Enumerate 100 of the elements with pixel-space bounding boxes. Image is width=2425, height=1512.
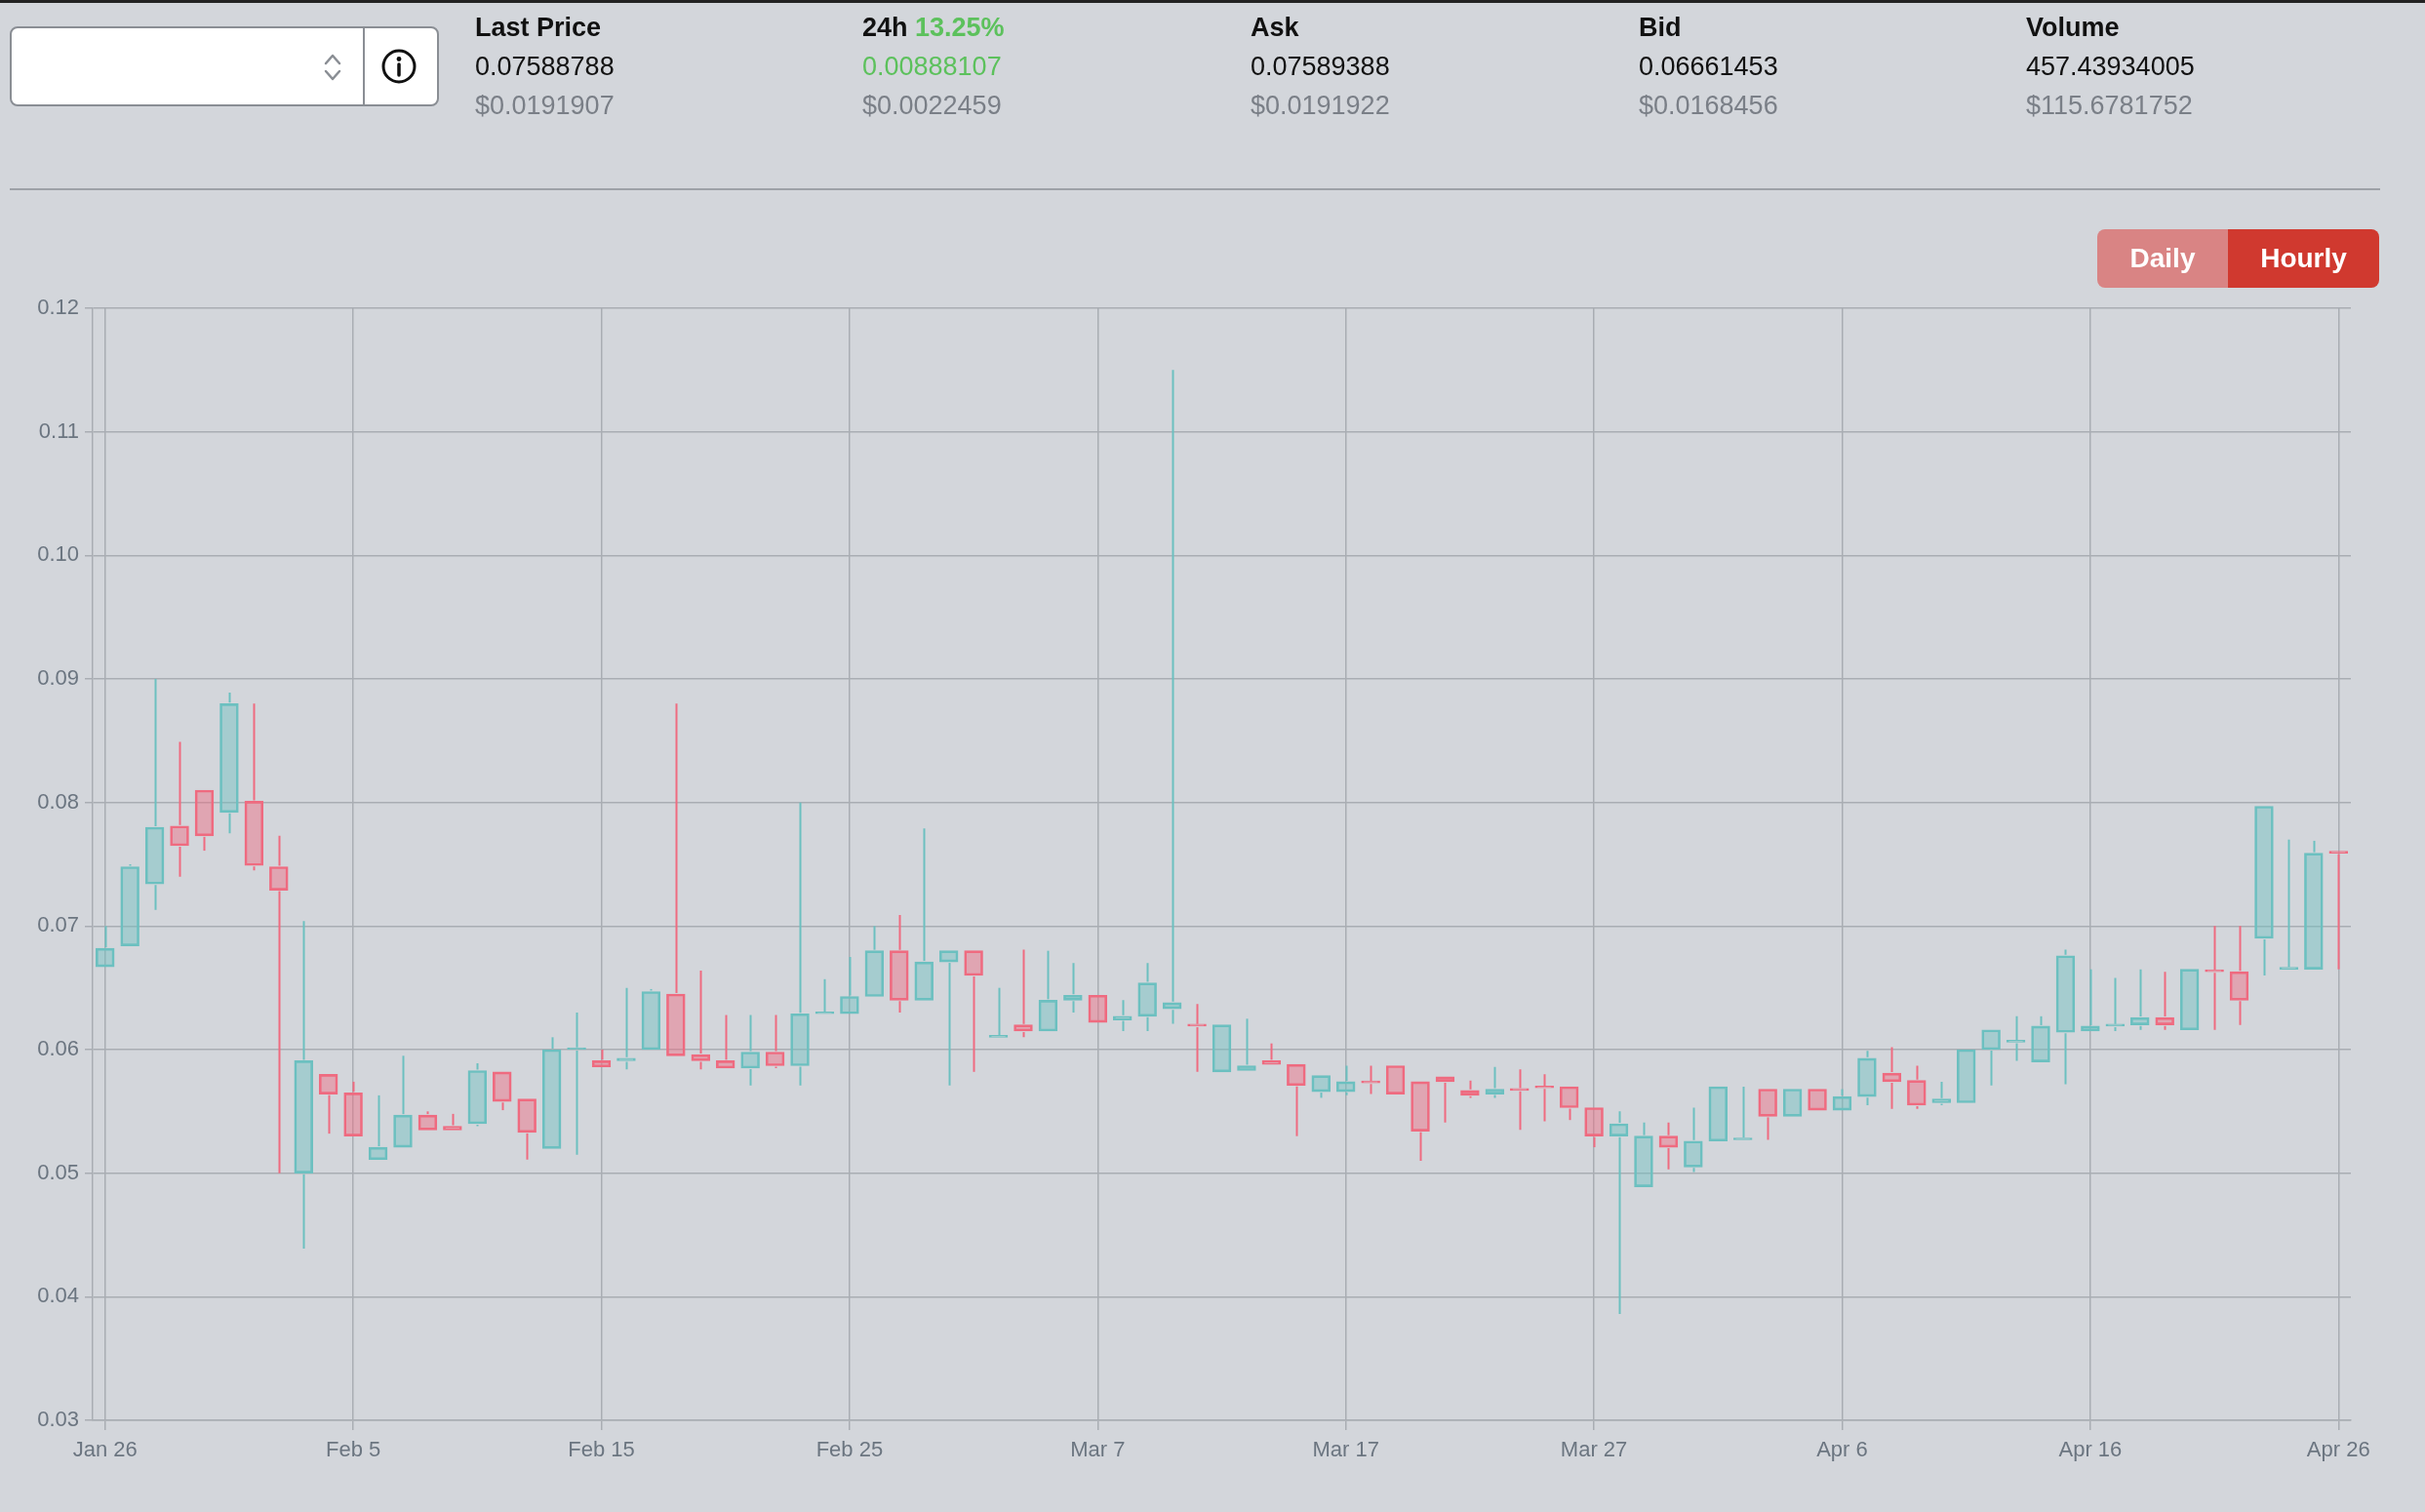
candlestick	[1658, 1121, 1679, 1171]
candlestick	[1385, 1065, 1406, 1094]
candlestick	[2155, 971, 2174, 1031]
candlestick	[541, 1036, 562, 1149]
candlestick	[1956, 1049, 1976, 1103]
candlestick	[2031, 1015, 2050, 1062]
y-tick-label: 0.12	[37, 295, 79, 320]
candlestick	[1857, 1050, 1877, 1106]
candlestick	[1808, 1089, 1827, 1111]
text: Volume	[2026, 12, 2120, 43]
text: $115.6781752	[2026, 90, 2193, 121]
candlestick	[393, 1054, 413, 1148]
candlestick	[790, 801, 810, 1087]
candlestick	[144, 678, 165, 911]
x-tick-label: Feb 15	[568, 1437, 635, 1462]
candlestick	[443, 1112, 462, 1131]
candlestick	[1559, 1086, 1579, 1122]
candlestick	[1907, 1064, 1927, 1110]
text: 457.43934005	[2026, 51, 2195, 82]
candlestick	[691, 969, 711, 1071]
x-tick-label: Mar 17	[1312, 1437, 1379, 1462]
y-tick-label: 0.11	[38, 418, 79, 443]
y-tick-label: 0.09	[37, 665, 79, 691]
candlestick	[219, 691, 239, 835]
candlestick	[1584, 1107, 1604, 1149]
candlestick	[1361, 1064, 1380, 1095]
candlestick	[1832, 1088, 1852, 1111]
candlestick	[95, 925, 115, 968]
text: Daily	[2097, 229, 2228, 288]
candlestick	[1261, 1042, 1282, 1065]
candlestick	[1534, 1073, 1554, 1123]
candlestick	[2229, 925, 2249, 1026]
candlestick	[815, 977, 835, 1015]
candlestick	[2279, 838, 2299, 970]
text: Ask	[1251, 12, 1299, 43]
candlestick	[2055, 948, 2076, 1086]
y-tick-label: 0.10	[37, 541, 79, 567]
text: Bid	[1639, 12, 1682, 43]
candlestick	[467, 1061, 488, 1128]
candlestick	[1162, 369, 1182, 1025]
candlestick	[1684, 1106, 1703, 1174]
candlestick	[318, 1074, 338, 1135]
candlestick	[914, 827, 934, 1001]
candlestick	[1137, 962, 1157, 1032]
x-tick-label: Apr 16	[2058, 1437, 2123, 1462]
candlestick	[890, 913, 909, 1014]
candlestick	[1708, 1086, 1729, 1142]
candlestick	[938, 950, 959, 1087]
candlestick	[666, 702, 686, 1056]
x-tick-label: Mar 7	[1070, 1437, 1126, 1462]
x-tick-label: Jan 26	[72, 1437, 138, 1462]
candlestick	[840, 956, 859, 1015]
text: 0.00888107	[862, 51, 1002, 82]
candlestick	[1038, 949, 1058, 1032]
candlestick	[2006, 1015, 2026, 1062]
candlestick	[368, 1094, 388, 1161]
candlestick	[1609, 1110, 1629, 1316]
candlestick	[1063, 962, 1083, 1014]
candlestick	[1981, 1029, 2001, 1087]
candlestick	[1931, 1080, 1951, 1106]
x-tick-label: Apr 6	[1816, 1437, 1868, 1462]
x-tick-label: Mar 27	[1560, 1437, 1628, 1462]
text: $0.0191922	[1251, 90, 1390, 121]
candlestick	[715, 1014, 735, 1069]
x-tick-label: Feb 25	[815, 1437, 884, 1462]
candlestick	[1758, 1089, 1777, 1141]
candlestick	[1287, 1063, 1306, 1137]
candlestick	[1088, 994, 1108, 1023]
candlestick	[120, 863, 139, 946]
candlestick	[1732, 1086, 1753, 1140]
candlestick	[1485, 1065, 1505, 1099]
y-tick-label: 0.08	[37, 788, 79, 814]
candlestick	[1634, 1121, 1653, 1187]
y-tick-label: 0.05	[37, 1159, 79, 1184]
candlestick	[2130, 968, 2150, 1031]
candlestick	[294, 920, 313, 1250]
y-tick-label: 0.06	[37, 1036, 79, 1061]
candlestick	[194, 789, 215, 853]
candlestick	[1014, 948, 1033, 1039]
text: 0.07589388	[1251, 51, 1390, 82]
candlestick	[269, 834, 289, 1174]
text: $0.0168456	[1639, 90, 1778, 121]
text: 0.07588788	[475, 51, 615, 82]
candlestick	[1237, 1017, 1256, 1071]
candlestick	[591, 1049, 612, 1068]
text: 13.25%	[914, 12, 1005, 42]
candlestick	[988, 986, 1009, 1038]
text: Hourly	[2228, 229, 2379, 288]
y-tick-label: 0.04	[37, 1283, 79, 1308]
x-tick-label: Feb 5	[325, 1437, 381, 1462]
candlestick	[517, 1098, 537, 1161]
candlestick	[1782, 1089, 1803, 1117]
candlestick	[1460, 1079, 1480, 1099]
text: 24h	[862, 12, 908, 42]
text: Last Price	[475, 12, 602, 43]
candlestick	[2328, 851, 2349, 971]
candlestick	[244, 702, 264, 872]
candlestick	[1113, 999, 1133, 1032]
text: $0.0191907	[475, 90, 615, 121]
candlestick	[343, 1080, 363, 1136]
